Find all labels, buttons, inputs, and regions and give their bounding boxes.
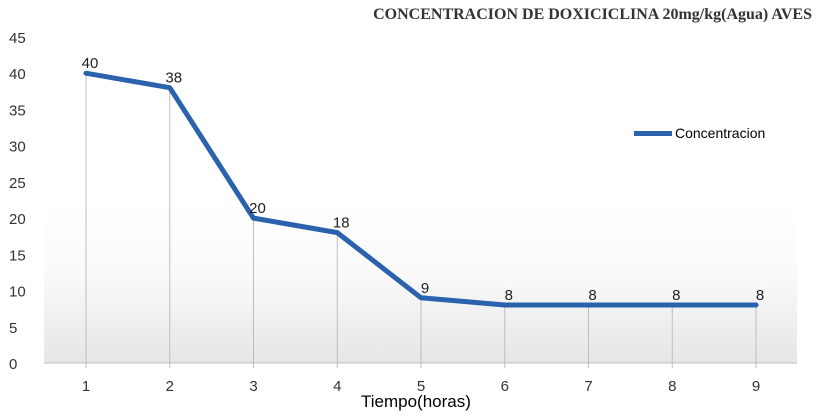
y-tick-label: 30	[9, 139, 26, 156]
legend-label: Concentracion	[675, 125, 766, 141]
x-tick-label: 6	[501, 378, 509, 395]
chart-title: CONCENTRACION DE DOXICICLINA 20mg/kg(Agu…	[373, 6, 812, 23]
data-label: 20	[249, 200, 266, 217]
y-tick-label: 45	[9, 30, 26, 47]
y-tick-label: 15	[9, 247, 26, 264]
y-tick-label: 5	[9, 320, 17, 337]
series-concentracion-line	[83, 70, 759, 308]
y-axis: 0 5 10 15 20 25 30 35 40 45	[9, 30, 26, 373]
x-tick-label: 5	[417, 378, 425, 395]
y-tick-label: 35	[9, 102, 26, 119]
data-label: 18	[333, 215, 350, 232]
x-axis-title: Tiempo(horas)	[361, 392, 471, 411]
data-label: 9	[421, 280, 429, 297]
y-tick-label: 10	[9, 284, 26, 301]
data-label: 8	[756, 287, 764, 304]
y-tick-label: 25	[9, 175, 26, 192]
x-tick-label: 2	[166, 378, 174, 395]
x-axis: 1 2 3 4 5 6 7 8 9	[82, 363, 760, 395]
y-tick-label: 20	[9, 211, 26, 228]
data-label: 8	[505, 287, 513, 304]
y-tick-label: 0	[9, 356, 17, 373]
x-tick-label: 9	[752, 378, 760, 395]
x-tick-label: 8	[668, 378, 676, 395]
legend: Concentracion	[634, 125, 765, 141]
drop-lines	[85, 73, 757, 363]
data-label: 40	[82, 55, 99, 72]
y-tick-label: 40	[9, 66, 26, 83]
legend-line-swatch-icon	[634, 130, 672, 136]
x-tick-label: 4	[333, 378, 341, 395]
x-tick-label: 7	[584, 378, 592, 395]
x-tick-label: 1	[82, 378, 90, 395]
data-label: 8	[672, 287, 680, 304]
data-labels: 40 38 20 18 9 8 8 8 8	[82, 55, 765, 304]
data-label: 38	[165, 70, 182, 87]
x-tick-label: 3	[249, 378, 257, 395]
data-label: 8	[588, 287, 596, 304]
